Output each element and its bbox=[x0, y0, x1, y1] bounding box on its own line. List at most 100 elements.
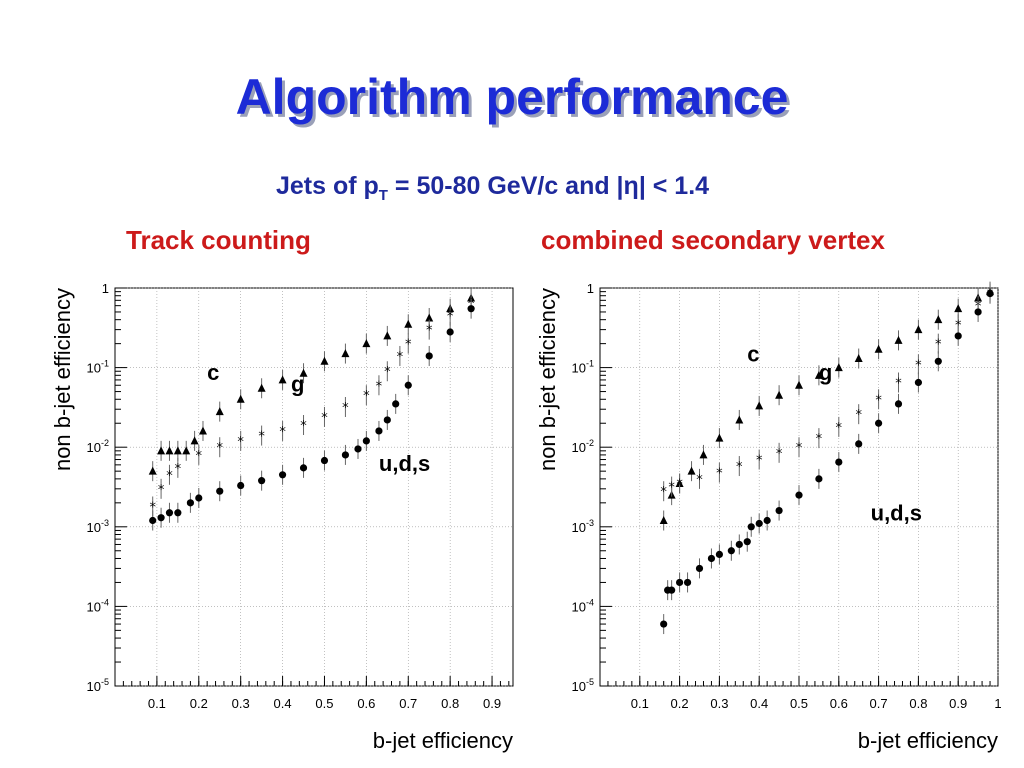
series-label-u-d-s: u,d,s bbox=[871, 500, 922, 525]
data-point-g: * bbox=[915, 358, 922, 373]
x-tick-label: 0.2 bbox=[671, 696, 689, 711]
data-point-u-d-s bbox=[375, 427, 383, 435]
x-tick-label: 0.8 bbox=[441, 696, 459, 711]
data-point-u-d-s bbox=[743, 538, 751, 546]
data-point-u-d-s bbox=[875, 419, 883, 427]
data-point-c bbox=[775, 390, 784, 399]
data-point-g: * bbox=[696, 473, 703, 488]
data-point-u-d-s bbox=[707, 554, 716, 563]
data-point-c bbox=[182, 446, 191, 455]
data-point-u-d-s bbox=[835, 458, 843, 466]
data-point-g: * bbox=[149, 500, 156, 515]
data-point-u-d-s bbox=[157, 514, 165, 522]
data-point-c bbox=[715, 433, 724, 442]
data-point-c bbox=[299, 368, 308, 377]
data-point-c bbox=[755, 401, 764, 410]
panel-title-track-counting: Track counting bbox=[126, 225, 311, 255]
x-tick-label: 0.6 bbox=[357, 696, 375, 711]
data-point-u-d-s bbox=[467, 305, 475, 313]
data-point-u-d-s bbox=[683, 578, 692, 587]
data-point-g: * bbox=[716, 467, 723, 482]
data-point-g: * bbox=[935, 338, 942, 353]
data-point-u-d-s bbox=[195, 494, 203, 502]
x-tick-label: 1 bbox=[994, 696, 1001, 711]
x-tick-label: 0.1 bbox=[631, 696, 649, 711]
data-point-g: * bbox=[875, 393, 882, 408]
data-point-u-d-s bbox=[795, 491, 803, 499]
panel-title-combined-secondary-vertex: combined secondary vertex bbox=[541, 225, 885, 255]
series-c bbox=[659, 281, 995, 531]
slide-title: Algorithm performance bbox=[235, 69, 789, 125]
x-tick-label: 0.9 bbox=[483, 696, 501, 711]
data-point-g: * bbox=[855, 408, 862, 423]
y-tick-label: 10-3 bbox=[572, 518, 594, 535]
x-tick-label: 0.5 bbox=[790, 696, 808, 711]
subtitle-suffix: = 50-80 GeV/c and |η| < 1.4 bbox=[387, 172, 710, 200]
series-u-d-s bbox=[660, 283, 994, 635]
data-point-u-d-s bbox=[775, 506, 783, 515]
data-point-c bbox=[278, 375, 287, 384]
data-point-c bbox=[320, 356, 329, 365]
data-point-u-d-s bbox=[216, 487, 224, 495]
data-point-u-d-s bbox=[320, 456, 329, 465]
data-point-u-d-s bbox=[695, 564, 704, 573]
y-tick-label: 1 bbox=[587, 281, 594, 296]
y-tick-label: 10-4 bbox=[87, 597, 109, 614]
data-point-c bbox=[699, 450, 708, 459]
data-point-c bbox=[190, 436, 199, 445]
data-point-c bbox=[215, 407, 224, 416]
data-point-c bbox=[874, 344, 883, 353]
data-point-g: * bbox=[426, 324, 433, 339]
data-point-c bbox=[854, 354, 863, 363]
x-tick-label: 0.7 bbox=[399, 696, 417, 711]
y-tick-label: 10-2 bbox=[572, 438, 594, 455]
series-label-u-d-s: u,d,s bbox=[379, 451, 430, 476]
data-point-c bbox=[173, 446, 182, 455]
data-point-c bbox=[834, 363, 843, 372]
x-tick-label: 0.4 bbox=[274, 696, 292, 711]
plot-frame bbox=[114, 287, 514, 687]
data-point-u-d-s bbox=[914, 378, 922, 387]
data-point-u-d-s bbox=[258, 477, 266, 485]
data-point-u-d-s bbox=[278, 471, 287, 479]
data-point-u-d-s bbox=[815, 475, 823, 483]
data-point-u-d-s bbox=[715, 550, 723, 559]
x-tick-label: 0.3 bbox=[710, 696, 728, 711]
data-point-u-d-s bbox=[237, 481, 245, 490]
data-point-u-d-s bbox=[735, 540, 743, 549]
y-tick-label: 10-1 bbox=[87, 359, 109, 376]
data-point-u-d-s bbox=[676, 578, 684, 587]
data-point-c bbox=[735, 415, 744, 424]
data-point-c bbox=[934, 315, 943, 324]
x-tick-label: 0.6 bbox=[830, 696, 848, 711]
data-point-u-d-s bbox=[727, 547, 735, 555]
data-point-c bbox=[659, 515, 668, 524]
series-g: ******************* bbox=[660, 283, 994, 502]
y-axis-label: non b-jet efficiency bbox=[535, 288, 560, 471]
y-tick-label: 1 bbox=[102, 281, 109, 296]
data-point-c bbox=[425, 313, 434, 322]
data-point-g: * bbox=[158, 483, 165, 498]
chart-track-counting: 0.1 0.2 0.3 0.4 0.5 0.6 0.7 0.8 0.9 10-5 10-4 10-3 1… bbox=[50, 281, 514, 753]
y-tick-label: 10-1 bbox=[572, 359, 594, 376]
data-point-c bbox=[914, 325, 923, 334]
data-point-g: * bbox=[447, 310, 454, 325]
data-point-c bbox=[157, 446, 166, 455]
data-point-u-d-s bbox=[986, 290, 994, 298]
data-point-u-d-s bbox=[149, 516, 157, 525]
subtitle-prefix: Jets of p bbox=[276, 172, 379, 200]
data-point-c bbox=[148, 466, 157, 475]
data-point-c bbox=[404, 319, 413, 328]
data-point-g: * bbox=[321, 411, 328, 426]
data-point-u-d-s bbox=[165, 509, 174, 517]
data-point-g: * bbox=[384, 365, 391, 380]
x-tick-label: 0.1 bbox=[148, 696, 166, 711]
data-point-g: * bbox=[279, 425, 286, 440]
series-label-g: g bbox=[819, 360, 832, 385]
data-point-g: * bbox=[676, 477, 683, 492]
data-point-c bbox=[954, 304, 963, 313]
data-point-u-d-s bbox=[404, 381, 412, 389]
data-point-g: * bbox=[175, 462, 182, 477]
data-point-g: * bbox=[660, 485, 667, 500]
x-axis-label: b-jet efficiency bbox=[373, 728, 513, 753]
